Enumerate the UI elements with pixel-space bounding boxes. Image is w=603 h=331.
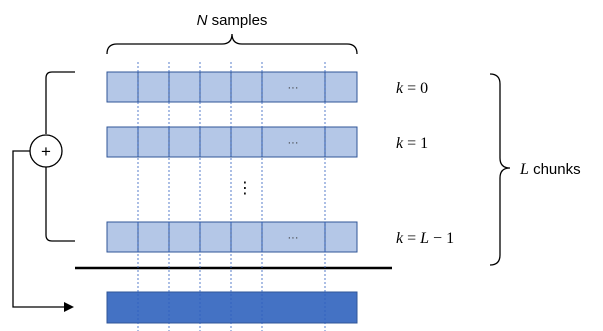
samples-label: N samples [197,12,268,29]
result-bar [106,291,358,324]
right-brace [489,73,511,266]
chunk-row-0: ··· [106,71,358,103]
sum-node: + [29,134,63,168]
chunk-row-1-bar [106,126,358,158]
chunks-label: L chunks [519,161,581,178]
row-label-0: k = 0 [396,80,428,97]
row-label-1: k = 1 [396,135,428,152]
sum-bracket [45,71,75,242]
chunk-row-last-ellipsis: ··· [288,232,299,244]
plus-icon: + [41,142,51,161]
output-arrow [12,150,74,312]
chunk-row-1-ellipsis: ··· [288,137,299,149]
chunk-row-1: ··· [106,126,358,158]
vertical-ellipsis: ⋮ [237,178,253,197]
samples-text: samples [207,12,267,29]
top-brace [106,33,358,55]
chunks-var: L [519,161,529,178]
sample-guides [137,62,326,331]
chunk-row-0-bar [106,71,358,103]
chunks-text: chunks [529,161,581,178]
row-label-last: k = L − 1 [396,230,454,247]
result-row [106,291,358,324]
chunk-row-last: ··· [106,221,358,253]
chunk-row-last-bar [106,221,358,253]
samples-var: N [197,12,208,29]
arrow-head-icon [64,302,74,312]
chunk-row-0-ellipsis: ··· [288,82,299,94]
